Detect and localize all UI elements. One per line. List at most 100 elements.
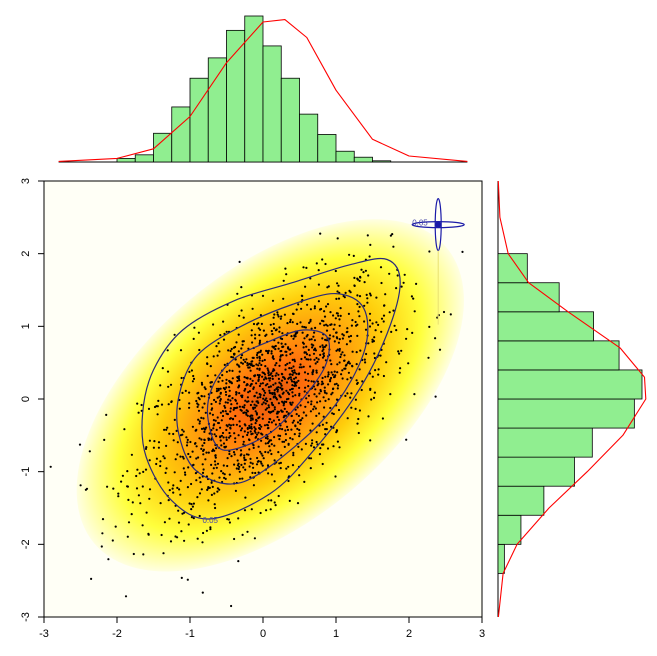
x-tick-label: -1 xyxy=(185,628,195,640)
scatter-point xyxy=(219,387,222,390)
scatter-point xyxy=(362,271,365,274)
scatter-point xyxy=(251,341,254,344)
scatter-point xyxy=(275,398,279,401)
density-contours: 0.05 xyxy=(141,257,401,525)
scatter-point xyxy=(214,419,217,422)
scatter-point xyxy=(241,533,244,537)
scatter-point xyxy=(361,380,364,383)
scatter-point xyxy=(270,499,273,502)
scatter-point xyxy=(301,325,304,328)
top-histogram-bar xyxy=(153,132,173,163)
scatter-point xyxy=(225,428,228,432)
scatter-point xyxy=(215,387,219,390)
scatter-point xyxy=(180,530,183,533)
scatter-point xyxy=(209,365,212,368)
scatter-point xyxy=(220,434,223,437)
scatter-point xyxy=(321,423,324,426)
right-histogram-bar xyxy=(497,543,505,574)
scatter-point xyxy=(202,453,205,456)
scatter-point xyxy=(285,354,288,357)
scatter-point xyxy=(358,295,362,298)
scatter-point xyxy=(138,472,141,475)
scatter-point xyxy=(308,338,311,341)
scatter-point xyxy=(349,291,352,294)
scatter-point xyxy=(390,330,393,333)
scatter-point xyxy=(276,388,279,391)
scatter-point xyxy=(238,379,241,382)
scatter-point xyxy=(228,431,231,435)
scatter-point xyxy=(358,409,361,412)
scatter-point xyxy=(183,471,187,474)
scatter-point xyxy=(330,363,333,366)
scatter-point xyxy=(335,331,338,334)
scatter-point xyxy=(201,471,205,474)
scatter-point xyxy=(282,279,285,282)
right-histogram-density-curve xyxy=(497,180,647,618)
scatter-point xyxy=(322,396,325,399)
scatter-point xyxy=(184,473,187,476)
scatter-point xyxy=(229,410,232,413)
scatter-point xyxy=(206,374,209,377)
x-tick-label: 1 xyxy=(333,628,339,640)
scatter-point xyxy=(290,367,293,370)
scatter-point xyxy=(182,457,185,460)
scatter-point xyxy=(196,496,199,499)
scatter-point xyxy=(305,397,308,400)
scatter-point xyxy=(270,452,273,456)
scatter-point xyxy=(258,334,261,337)
scatter-point xyxy=(411,331,414,334)
contour-label: 0.05 xyxy=(202,516,218,525)
scatter-point xyxy=(297,445,300,448)
scatter-point xyxy=(278,364,281,367)
scatter-point xyxy=(271,392,274,395)
scatter-point xyxy=(368,325,372,328)
scatter-point xyxy=(244,424,247,427)
scatter-point xyxy=(313,358,316,361)
scatter-point xyxy=(266,424,269,427)
scatter-point xyxy=(233,453,236,456)
scatter-point xyxy=(300,307,303,310)
scatter-point xyxy=(174,458,177,461)
scatter-point xyxy=(371,338,374,341)
right-histogram-bar xyxy=(497,253,528,284)
scatter-point xyxy=(225,330,228,333)
scatter-point xyxy=(141,485,144,488)
scatter-point xyxy=(204,458,207,461)
scatter-point xyxy=(303,337,306,340)
scatter-point xyxy=(413,393,416,396)
scatter-point xyxy=(391,233,394,236)
scatter-point xyxy=(428,250,431,253)
scatter-point xyxy=(273,391,276,394)
scatter-point xyxy=(329,323,332,326)
scatter-point xyxy=(323,389,326,392)
scatter-point xyxy=(313,331,316,334)
scatter-point xyxy=(126,485,129,488)
scatter-point xyxy=(187,452,190,456)
scatter-point xyxy=(250,334,253,337)
scatter-point xyxy=(236,363,239,366)
scatter-point xyxy=(254,431,257,434)
scatter-point xyxy=(315,440,318,444)
scatter-point xyxy=(306,303,309,306)
scatter-point xyxy=(191,380,194,383)
scatter-point xyxy=(193,442,197,445)
scatter-point xyxy=(242,358,245,361)
scatter-point xyxy=(164,471,167,474)
scatter-point xyxy=(329,406,332,410)
scatter-point xyxy=(336,282,339,285)
scatter-point xyxy=(274,364,277,367)
scatter-point xyxy=(206,362,209,365)
scatter-point xyxy=(182,467,185,470)
right-histogram-bar xyxy=(497,485,545,516)
scatter-point xyxy=(269,411,272,414)
scatter-point xyxy=(266,464,270,467)
scatter-point xyxy=(288,499,291,502)
scatter-point xyxy=(157,441,161,444)
scatter-point xyxy=(332,314,335,317)
scatter-point xyxy=(363,358,366,361)
scatter-point xyxy=(343,354,346,357)
scatter-point xyxy=(321,356,325,359)
scatter-point xyxy=(246,433,249,437)
scatter-point xyxy=(155,462,158,466)
scatter-point xyxy=(346,361,349,365)
